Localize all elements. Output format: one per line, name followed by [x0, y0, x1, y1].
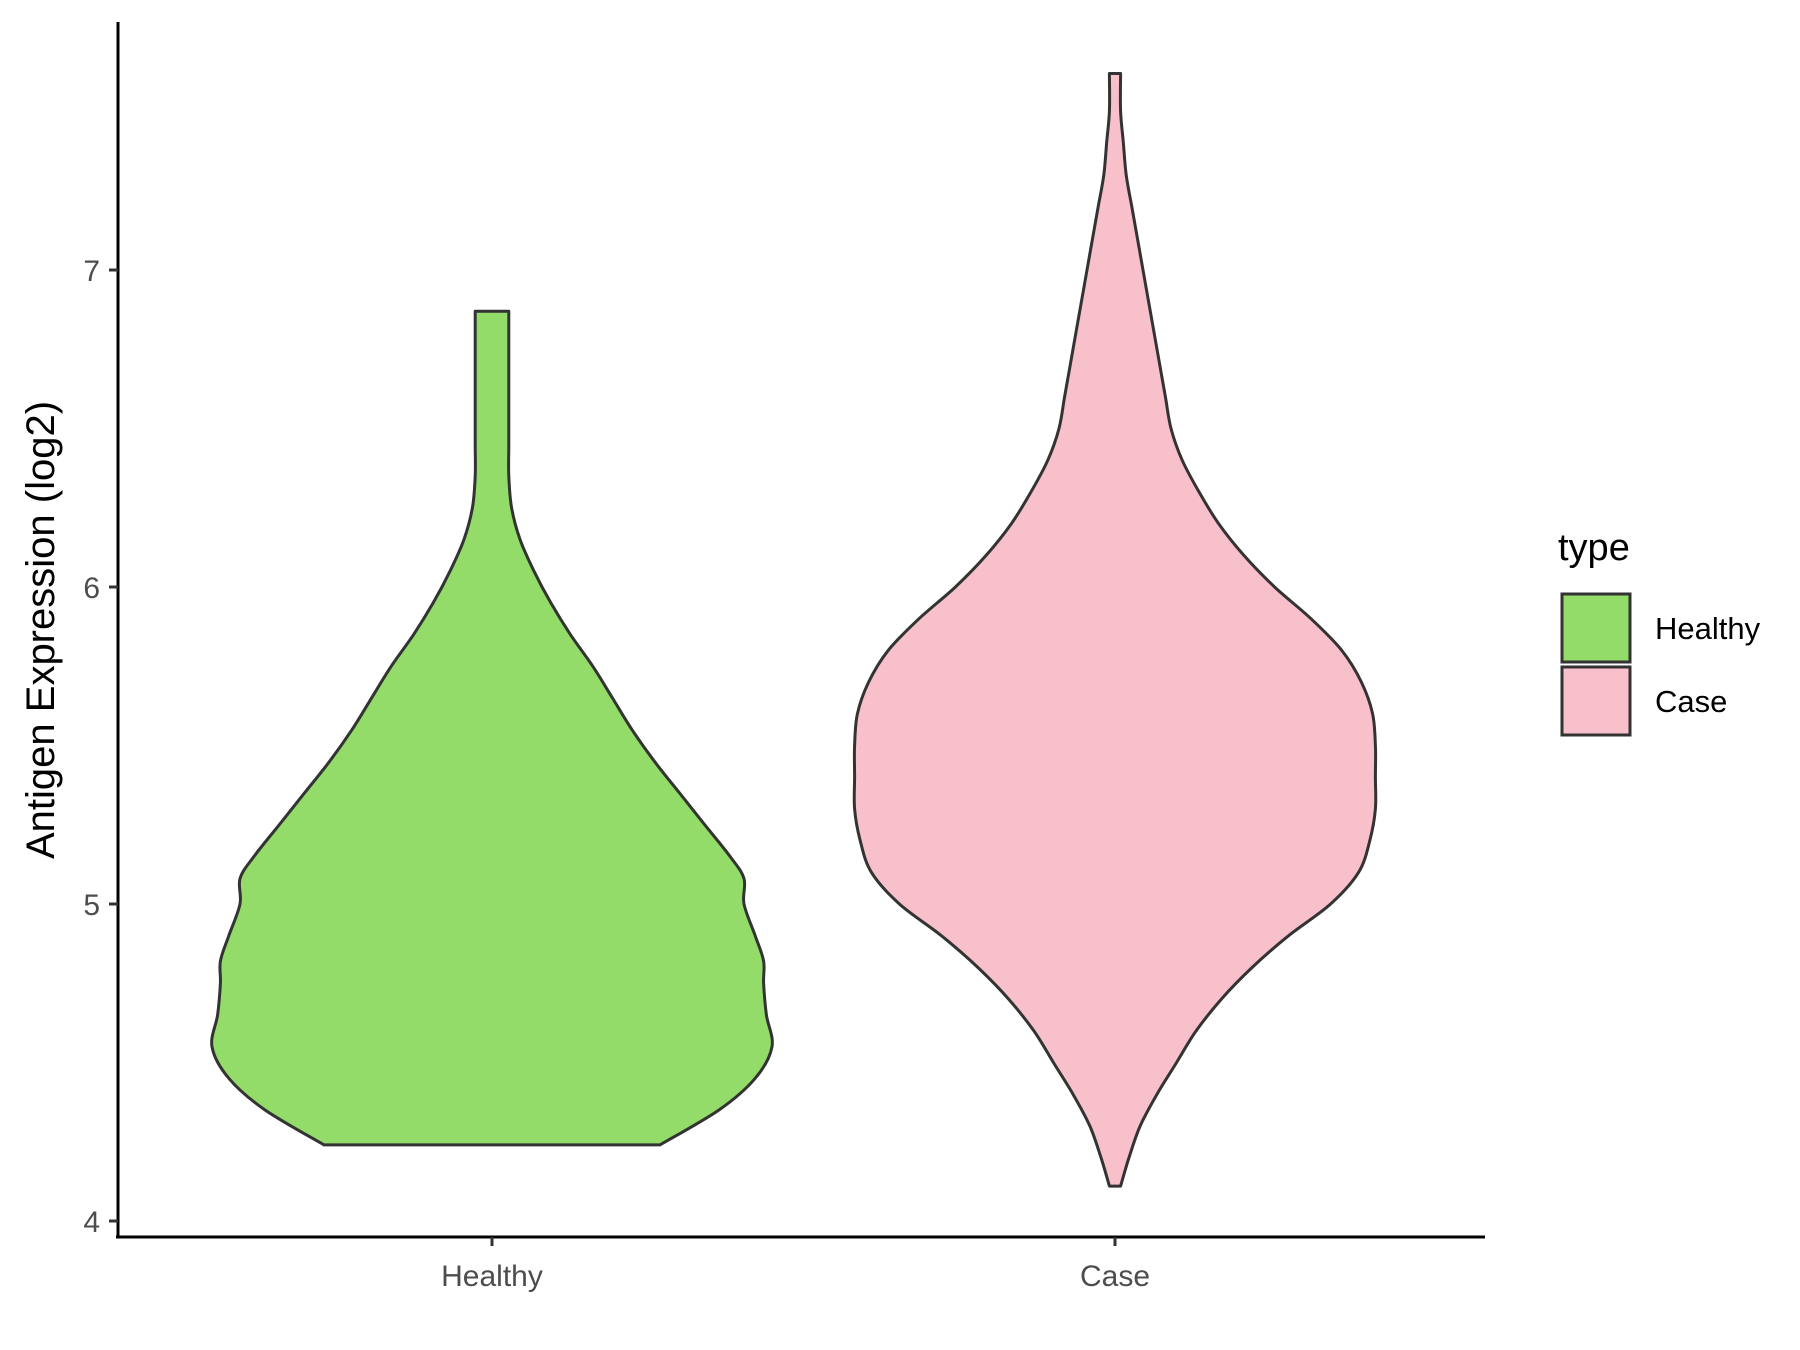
y-tick-label: 4	[83, 1206, 100, 1239]
x-tick-label-healthy: Healthy	[441, 1260, 543, 1293]
violin-case	[852, 72, 1378, 1188]
legend-key-case	[1560, 665, 1632, 737]
x-tick-label-case: Case	[1080, 1260, 1150, 1293]
violin-healthy	[210, 309, 774, 1147]
legend-label-healthy: Healthy	[1655, 611, 1761, 646]
legend: type Healthy Case	[1558, 527, 1761, 737]
violin-layer	[210, 72, 1378, 1188]
y-tick-label: 5	[83, 889, 100, 922]
legend-key-healthy	[1560, 592, 1632, 664]
y-tick-label: 6	[83, 572, 100, 605]
y-axis-title: Antigen Expression (log2)	[19, 401, 63, 859]
y-tick-group: 4 5 6 7	[83, 255, 118, 1239]
legend-title: type	[1558, 527, 1630, 569]
legend-items: Healthy Case	[1560, 592, 1761, 737]
legend-label-case: Case	[1655, 684, 1727, 719]
y-tick-label: 7	[83, 255, 100, 288]
x-tick-group: Healthy Case	[441, 1237, 1150, 1293]
